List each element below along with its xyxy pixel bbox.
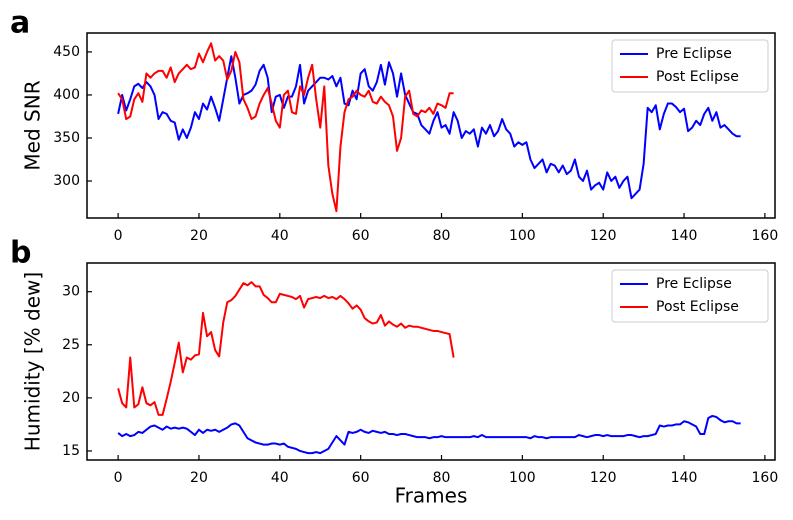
x-axis-label: Frames	[395, 484, 468, 508]
series-line	[117, 42, 454, 213]
legend-label: Pre Eclipse	[656, 276, 732, 292]
y-tick-label: 400	[53, 87, 80, 103]
legend-label: Post Eclipse	[656, 299, 739, 315]
y-tick-label: 20	[62, 390, 80, 406]
x-tick-label: 40	[271, 228, 289, 244]
y-axis-label: Med SNR	[21, 80, 45, 170]
x-tick-label: 20	[190, 228, 208, 244]
series-line	[117, 414, 741, 455]
y-tick-label: 300	[53, 173, 80, 189]
x-tick-label: 120	[590, 470, 617, 486]
panel-label: b	[10, 236, 31, 271]
y-tick-label: 30	[62, 284, 80, 300]
x-tick-label: 40	[271, 470, 289, 486]
x-tick-label: 120	[590, 228, 617, 244]
y-tick-label: 25	[62, 337, 80, 353]
x-tick-label: 160	[752, 470, 779, 486]
legend-label: Pre Eclipse	[656, 46, 732, 62]
x-tick-label: 0	[114, 228, 123, 244]
x-tick-label: 60	[352, 470, 370, 486]
y-tick-label: 15	[62, 443, 80, 459]
y-tick-label: 350	[53, 130, 80, 146]
legend-label: Post Eclipse	[656, 69, 739, 85]
plot-frame	[86, 262, 776, 461]
series-line	[117, 281, 455, 416]
x-tick-label: 80	[433, 228, 451, 244]
x-tick-label: 140	[671, 470, 698, 486]
series-line	[117, 55, 741, 200]
x-tick-label: 60	[352, 228, 370, 244]
x-tick-label: 100	[509, 228, 536, 244]
y-axis-label: Humidity [% dew]	[21, 272, 45, 451]
x-tick-label: 0	[114, 470, 123, 486]
legend-box	[611, 39, 769, 93]
plot-frame	[86, 32, 776, 219]
legend-box	[611, 269, 769, 323]
x-tick-label: 160	[752, 228, 779, 244]
x-tick-label: 140	[671, 228, 698, 244]
x-tick-label: 20	[190, 470, 208, 486]
panel-label: a	[10, 6, 30, 41]
y-tick-label: 450	[53, 44, 80, 60]
x-tick-label: 100	[509, 470, 536, 486]
x-tick-label: 80	[433, 470, 451, 486]
